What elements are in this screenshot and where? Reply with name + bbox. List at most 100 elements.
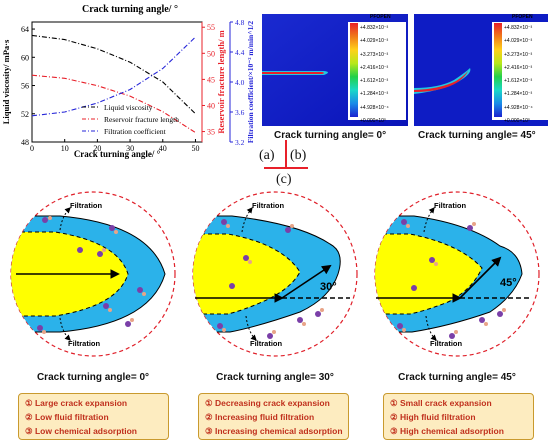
colorbar-label: +3.273×10⁻³ <box>360 51 389 58</box>
red-tick-label: 40 <box>207 101 215 110</box>
red-tick-label: 50 <box>207 49 215 58</box>
angle-label: 30° <box>320 281 337 293</box>
x-tick-label: 10 <box>61 144 69 153</box>
colorbar-label: +4.832×10⁻³ <box>360 25 389 31</box>
blue-tick-label: 4.8 <box>235 18 245 27</box>
x-axis-ticks: 0 10 20 30 40 50 <box>30 139 199 153</box>
legend-title: PFOPEN <box>512 14 533 20</box>
note-line: ③ High chemical adsorption <box>390 426 504 436</box>
schematic-2: 45° Filtration Filtration <box>374 191 540 357</box>
filtration-label: Filtration <box>250 339 282 348</box>
left-axis-label: Liquid viscosity/ mPa·s <box>1 39 11 124</box>
legend: Liquid viscosity Reservoir fracture leng… <box>82 103 179 136</box>
colorbar <box>350 23 358 117</box>
molecules <box>37 217 143 331</box>
panel-label-c: (c) <box>276 172 292 187</box>
simulation-caption-1: Crack turning angle= 45° <box>418 130 536 141</box>
line-chart: Crack turning angle/ ° 0 10 20 30 40 50 48 52 5… <box>1 4 255 159</box>
simulation-caption-0: Crack turning angle= 0° <box>274 130 387 141</box>
schematic-1: 30° Filtration Filtration <box>192 191 358 357</box>
red-tick-label: 55 <box>207 23 215 32</box>
colorbar-label: +4.029×10⁻³ <box>360 38 389 45</box>
x-tick-label: 30 <box>126 144 134 153</box>
note-line: ① Decreasing crack expansion <box>205 398 330 408</box>
colorbar <box>494 23 502 117</box>
colorbar-label: +0.000×10⁰ <box>360 118 386 125</box>
blue-tick-label: 4.4 <box>235 48 245 57</box>
colorbar-label: +1.612×10⁻³ <box>360 78 389 85</box>
note-line: ② Low fluid filtration <box>25 412 109 422</box>
colorbar-label: +4.832×10⁻³ <box>504 25 533 31</box>
filtration-label: Filtration <box>430 339 462 348</box>
note-line: ② High fluid filtration <box>390 412 476 422</box>
left-axis-ticks: 48 52 56 60 64 <box>21 25 35 147</box>
note-line: ③ Increasing chemical adsorption <box>205 426 343 436</box>
blue-axis-label: Filtration coefficient/×10⁻² m/min^1/2 <box>246 21 255 144</box>
left-tick-label: 52 <box>21 110 29 119</box>
plot-frame <box>31 21 203 143</box>
note-line: ① Small crack expansion <box>390 398 492 408</box>
red-axis-label: Reservoir fracture length/ m <box>216 30 226 133</box>
filtration-label: Filtration <box>70 201 102 210</box>
left-tick-label: 64 <box>21 25 29 34</box>
colorbar-label: +4.029×10⁻³ <box>504 38 533 45</box>
colorbar-label: +1.284×10⁻³ <box>360 91 389 98</box>
red-tick-label: 35 <box>207 128 215 137</box>
series-line-2 <box>31 36 196 117</box>
legend-label: Reservoir fracture length <box>104 115 179 124</box>
panel-label-b: (b) <box>290 148 307 163</box>
series-lines <box>31 34 196 134</box>
blue-tick-label: 3.6 <box>235 108 245 117</box>
left-tick-label: 56 <box>21 82 29 91</box>
x-tick-label: 0 <box>30 144 34 153</box>
x-tick-label: 40 <box>159 144 167 153</box>
left-tick-label: 48 <box>21 138 29 147</box>
colorbar-label: +1.284×10⁻³ <box>504 91 533 98</box>
schematic-caption-1: Crack turning angle= 30° <box>216 372 334 383</box>
chart-title: Crack turning angle/ ° <box>82 4 178 15</box>
colorbar-label: +2.416×10⁻³ <box>360 64 389 71</box>
filtration-label: Filtration <box>68 339 100 348</box>
note-line: ③ Low chemical adsorption <box>25 426 137 436</box>
series-line-0 <box>31 34 196 115</box>
x-axis-label: Crack turning angle/ ° <box>74 149 161 159</box>
blue-axis-ticks: 3.2 3.6 4.0 4.4 4.8 <box>230 18 245 147</box>
colorbar-label: +1.612×10⁻³ <box>504 78 533 85</box>
legend-title: PFOPEN <box>370 14 391 20</box>
schematic-caption-2: Crack turning angle= 45° <box>398 372 516 383</box>
notes-box-2: ① Small crack expansion ② High fluid fil… <box>383 393 534 440</box>
simulation-image-1: PFOPEN +4.832×10⁻³ +4.029×10⁻³ +3.273×10⁻³… <box>414 14 548 126</box>
blue-tick-label: 3.2 <box>235 138 245 147</box>
left-tick-label: 60 <box>21 53 29 62</box>
colorbar-label: +3.273×10⁻³ <box>504 51 533 58</box>
x-tick-label: 50 <box>191 144 199 153</box>
simulation-image-0: PFOPEN +4.832×10⁻³ +4.029×10⁻³ +3.273×10⁻³… <box>262 14 408 126</box>
note-line: ② Increasing fluid filtration <box>205 412 315 422</box>
filtration-label: Filtration <box>252 201 284 210</box>
schematic-0: Filtration Filtration <box>10 191 176 357</box>
panel-divider <box>264 140 308 169</box>
angle-label: 45° <box>500 277 517 289</box>
red-axis-ticks: 35 40 45 50 55 <box>202 23 215 137</box>
colorbar-label: +2.416×10⁻³ <box>504 64 533 71</box>
colorbar-labels: +4.832×10⁻³ +4.029×10⁻³ +3.273×10⁻³ +2.416×… <box>504 22 533 128</box>
notes-box-1: ① Decreasing crack expansion ② Increasin… <box>198 393 349 440</box>
red-tick-label: 45 <box>207 75 215 84</box>
schematics: Filtration Filtration 30° Fi <box>10 191 540 357</box>
series-line-1 <box>31 74 196 134</box>
colorbar-label: +4.928×10⁻⁴ <box>360 104 389 111</box>
colorbar-labels: +4.832×10⁻³ +4.029×10⁻³ +3.273×10⁻³ +2.416×… <box>360 22 389 128</box>
filtration-label: Filtration <box>434 201 466 210</box>
panel-label-a: (a) <box>259 148 275 163</box>
colorbar-label: +4.928×10⁻⁴ <box>504 104 533 111</box>
blue-tick-label: 4.0 <box>235 78 245 87</box>
x-tick-label: 20 <box>93 144 101 153</box>
note-line: ① Large crack expansion <box>25 398 128 408</box>
legend-label: Filtration coefficient <box>104 127 167 136</box>
notes-box-0: ① Large crack expansion ② Low fluid filt… <box>18 393 169 440</box>
legend-label: Liquid viscosity <box>104 103 153 112</box>
schematic-caption-0: Crack turning angle= 0° <box>36 372 150 383</box>
colorbar-label: +0.000×10⁰ <box>504 118 530 125</box>
simulation-field <box>262 14 408 126</box>
